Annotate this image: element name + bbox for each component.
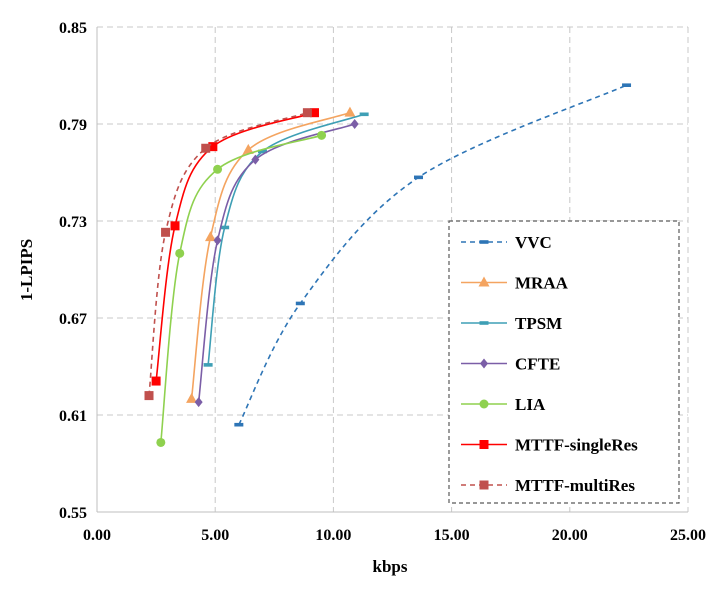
data-point-cfte <box>350 119 359 129</box>
data-point-mttf-singleres <box>170 221 180 231</box>
data-point-tpsm <box>203 363 213 367</box>
x-tick-label: 0.00 <box>83 527 111 544</box>
legend-label-mttf-singleres: MTTF-singleRes <box>515 436 638 455</box>
legend-marker-mttf-singleres <box>479 440 489 449</box>
series-line-lia <box>160 134 322 443</box>
series-line-vvc <box>238 84 627 426</box>
y-tick-label: 0.61 <box>59 408 87 425</box>
x-tick-label: 25.00 <box>670 527 706 544</box>
data-point-tpsm <box>359 112 369 117</box>
legend-item-vvc: VVC <box>461 233 552 252</box>
data-point-mttf-singleres <box>208 142 218 152</box>
y-axis-label: 1-LPIPS <box>17 239 36 301</box>
data-point-mraa <box>242 143 254 154</box>
legend-marker-lia <box>479 399 489 409</box>
series-tpsm <box>203 112 369 367</box>
tick-labels: 0.00 5.00 10.00 15.00 20.00 25.00 0.55 0.61 0.67… <box>59 20 706 544</box>
data-point-mraa <box>204 231 216 242</box>
data-point-mttf-multires <box>144 391 154 401</box>
data-point-vvc <box>622 83 632 87</box>
data-point-tpsm <box>220 225 230 230</box>
legend-marker-vvc <box>479 240 489 244</box>
series-vvc <box>234 83 632 427</box>
data-point-lia <box>213 164 223 174</box>
legend-marker-mttf-multires <box>479 480 489 490</box>
data-point-mttf-multires <box>201 143 211 153</box>
series-line-mttf-singleres <box>155 111 315 382</box>
x-tick-label: 15.00 <box>434 527 470 544</box>
series-cfte <box>194 119 359 408</box>
legend-label-cfte: CFTE <box>515 355 560 374</box>
data-point-cfte <box>194 397 203 408</box>
legend-item-mraa: MRAA <box>461 274 569 293</box>
series-mraa <box>186 106 356 403</box>
legend-item-lia: LIA <box>461 395 546 414</box>
data-point-mttf-singleres <box>309 108 319 118</box>
legend-label-mttf-multires: MTTF-multiRes <box>515 476 635 495</box>
series-layer <box>144 83 632 447</box>
x-tick-label: 10.00 <box>315 527 351 544</box>
data-point-cfte <box>213 235 222 246</box>
data-point-lia <box>156 437 166 447</box>
axes <box>96 27 688 513</box>
data-point-mttf-multires <box>161 227 171 237</box>
series-line-tpsm <box>207 113 365 365</box>
data-point-mttf-singleres <box>151 376 161 386</box>
legend-item-mttf-multires: MTTF-multiRes <box>461 476 635 495</box>
data-point-lia <box>317 130 327 140</box>
legend-marker-cfte <box>480 358 488 369</box>
x-tick-label: 5.00 <box>201 527 229 544</box>
series-line-cfte <box>197 123 355 403</box>
legend-marker-tpsm <box>479 321 489 325</box>
y-tick-label: 0.79 <box>59 117 87 134</box>
data-point-vvc <box>234 422 244 427</box>
legend-item-tpsm: TPSM <box>461 314 562 333</box>
legend: VVC MRAA TPSM CFTE LIA MTTF-singleRes MTTF-mul… <box>448 220 680 504</box>
data-point-tpsm <box>257 149 267 154</box>
x-axis-label: kbps <box>373 557 408 576</box>
series-mttf-multires <box>144 108 312 401</box>
legend-box <box>448 220 680 504</box>
series-mttf-singleres <box>151 108 319 386</box>
legend-marker-mraa <box>478 276 490 287</box>
data-point-lia <box>175 248 185 258</box>
series-line-mttf-multires <box>148 111 308 396</box>
legend-item-mttf-singleres: MTTF-singleRes <box>461 436 638 455</box>
x-tick-label: 20.00 <box>552 527 588 544</box>
y-tick-label: 0.55 <box>59 505 87 522</box>
data-point-mraa <box>344 106 356 117</box>
y-tick-label: 0.67 <box>59 311 87 328</box>
legend-item-cfte: CFTE <box>461 355 560 374</box>
legend-label-lia: LIA <box>515 395 546 414</box>
y-tick-label: 0.73 <box>59 214 87 231</box>
data-point-mttf-multires <box>302 108 312 118</box>
data-point-vvc <box>414 175 424 180</box>
legend-label-tpsm: TPSM <box>515 314 562 333</box>
legend-label-mraa: MRAA <box>515 274 569 293</box>
series-lia <box>156 130 327 447</box>
legend-label-vvc: VVC <box>515 233 552 252</box>
data-point-cfte <box>251 154 260 165</box>
series-line-mraa <box>190 111 351 399</box>
data-point-mraa <box>186 392 198 403</box>
y-tick-label: 0.85 <box>59 20 87 37</box>
data-point-vvc <box>295 301 305 306</box>
